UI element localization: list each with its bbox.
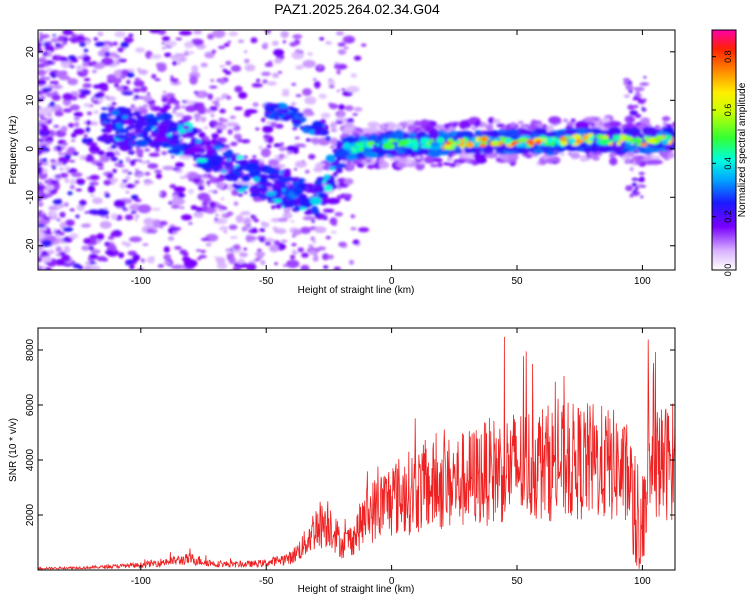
snr-y-tick-label: 2000 [25, 503, 36, 526]
spectrogram-x-tick-label: 50 [511, 276, 523, 287]
snr-x-tick-label: 100 [634, 576, 651, 587]
colorbar-gradient [711, 29, 737, 271]
snr-x-tick-label: 0 [389, 576, 395, 587]
colorbar-tick-label: 0.0 [723, 264, 733, 277]
colorbar: 0.0 0.2 0.4 0.6 0.8 Normalized spectral ampl… [711, 29, 748, 276]
spectrogram-x-tick-label: -100 [131, 276, 151, 287]
colorbar-tick-label: 0.8 [723, 50, 733, 63]
snr-y-tick-label: 4000 [25, 448, 36, 471]
snr-panel: -100 -50 0 50 100 2000 4000 6000 8000 Height of… [8, 327, 676, 595]
spectrogram-y-tick-label: -20 [25, 238, 36, 253]
spectrogram-x-tick-label: 100 [634, 276, 651, 287]
colorbar-tick-label: 0.4 [723, 157, 733, 170]
snr-y-tick-label: 6000 [25, 393, 36, 416]
colorbar-tick-label: 0.6 [723, 104, 733, 117]
snr-plot-frame [37, 327, 676, 571]
snr-y-tick-label: 8000 [25, 338, 36, 361]
snr-x-tick-label: 50 [511, 576, 523, 587]
spectrogram-x-tick-label: 0 [389, 276, 395, 287]
figure-title: PAZ1.2025.264.02.34.G04 [274, 1, 440, 17]
spectrogram-y-tick-label: -10 [25, 190, 36, 205]
spectrogram-y-tick-label: 20 [25, 46, 36, 58]
spectrogram-x-axis: -100 -50 0 50 100 [131, 30, 651, 287]
spectrogram-x-axis-label: Height of straight line (km) [298, 285, 415, 296]
snr-x-axis-label: Height of straight line (km) [298, 584, 415, 595]
spectrogram-y-tick-label: 10 [25, 94, 36, 106]
snr-y-axis: 2000 4000 6000 8000 [25, 338, 675, 526]
snr-series-line [38, 336, 675, 570]
colorbar-label: Normalized spectral amplitude [737, 82, 748, 217]
snr-x-tick-label: -100 [131, 576, 151, 587]
snr-x-axis: -100 -50 0 50 100 [131, 328, 651, 587]
spectrogram-y-axis-label: Frequency (Hz) [8, 116, 19, 185]
spectrogram-heatmap [38, 30, 675, 270]
snr-x-tick-label: -50 [259, 576, 274, 587]
colorbar-tick-label: 0.2 [723, 210, 733, 223]
colorbar-ticks: 0.0 0.2 0.4 0.6 0.8 [712, 50, 733, 276]
spectrogram-y-axis: -20 -10 0 10 20 [25, 46, 675, 253]
spectrogram-y-tick-label: 0 [25, 146, 36, 152]
snr-y-axis-label: SNR (10 * v/v) [8, 418, 19, 482]
spectrogram-plot-frame [37, 29, 676, 271]
spectrogram-x-tick-label: -50 [259, 276, 274, 287]
